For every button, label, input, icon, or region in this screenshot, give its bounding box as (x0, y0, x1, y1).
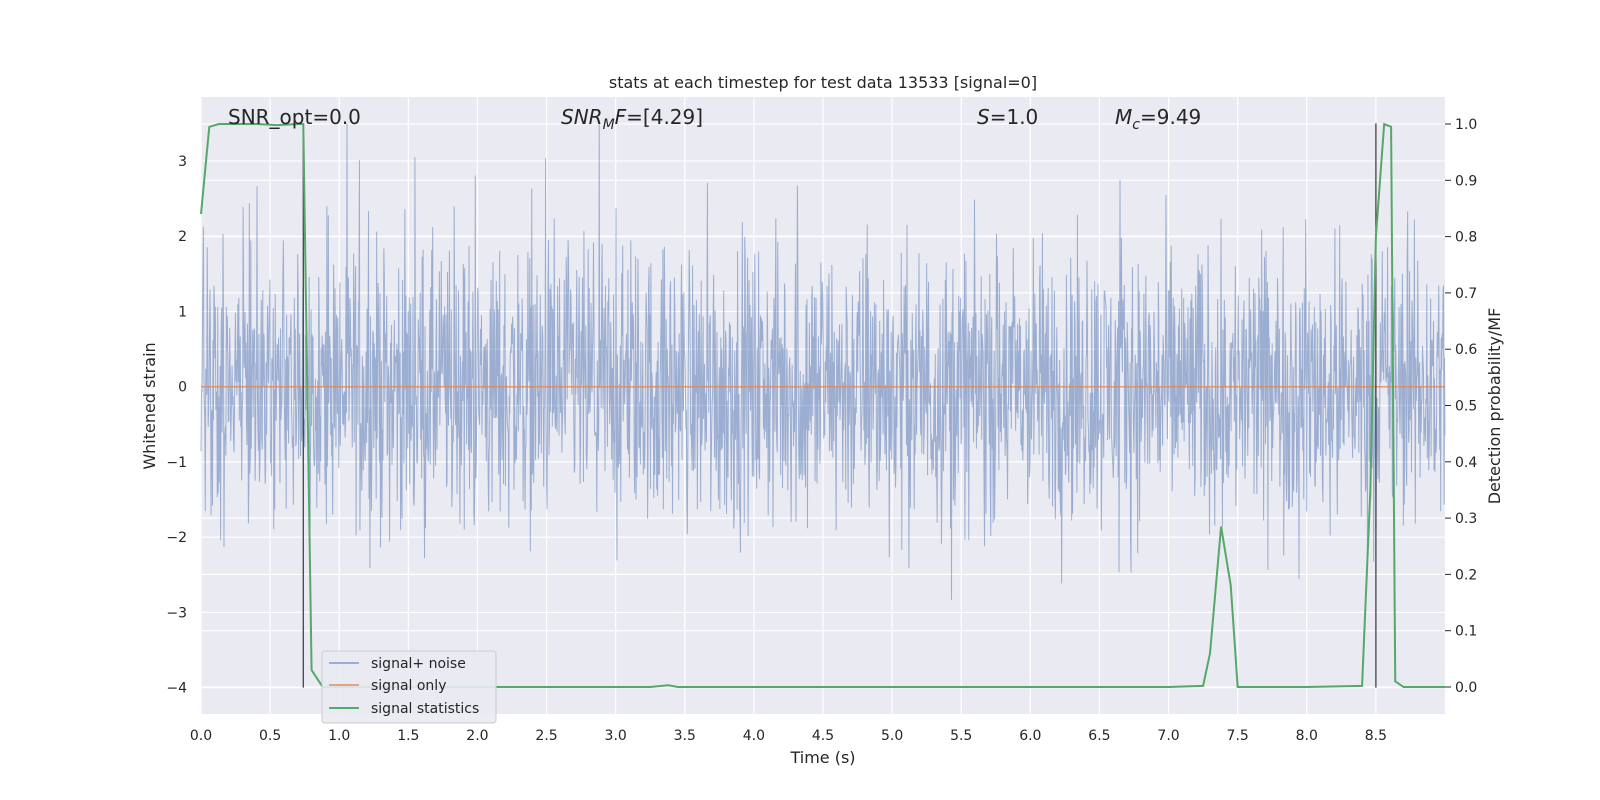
series-signal-noise (200, 123, 1446, 600)
x-tick-label-11: 5.5 (950, 728, 972, 744)
y-tick-label-right-7: 0.3 (1455, 511, 1477, 527)
x-tick-label-9: 4.5 (812, 728, 834, 744)
x-tick-label-8: 4.0 (743, 728, 765, 744)
chart-title: stats at each timestep for test data 135… (609, 73, 1037, 92)
y-tick-label-right-2: 0.8 (1455, 230, 1477, 246)
x-tick-label-5: 2.5 (535, 728, 557, 744)
y-tick-label-right-5: 0.5 (1455, 399, 1477, 415)
annotation-snr-opt: SNR_opt=0.0 (228, 105, 361, 129)
y-tick-labels-right: 1.0 0.9 0.8 0.7 0.6 0.5 0.4 0.3 0.2 0.1 0.0 (1445, 117, 1477, 696)
legend: signal+ noise signal only signal statist… (321, 650, 497, 724)
legend-box (321, 650, 497, 724)
y-tick-label-left-3: 0 (178, 380, 187, 396)
y-axis-label-right: Detection probability/MF (1485, 308, 1504, 505)
y-tick-label-right-0: 1.0 (1455, 117, 1477, 133)
annotation-snr-mf: SNRMF=[4.29] (561, 105, 703, 133)
y-tick-label-right-6: 0.4 (1455, 455, 1477, 471)
y-tick-label-left-1: 2 (178, 229, 187, 245)
x-tick-label-12: 6.0 (1019, 728, 1041, 744)
x-tick-label-10: 5.0 (881, 728, 903, 744)
y-tick-label-right-8: 0.2 (1455, 567, 1477, 583)
legend-label-signal-statistics: signal statistics (371, 701, 479, 717)
x-tick-labels: 0.0 0.5 1.0 1.5 2.0 2.5 3.0 3.5 4.0 4.5 5.0 5.5 6.0 6… (190, 728, 1387, 744)
y-tick-label-left-6: −3 (166, 605, 187, 621)
y-tick-label-left-4: −1 (166, 455, 187, 471)
x-tick-label-4: 2.0 (466, 728, 488, 744)
x-tick-label-2: 1.0 (328, 728, 350, 744)
x-tick-label-3: 1.5 (397, 728, 419, 744)
x-tick-label-1: 0.5 (259, 728, 281, 744)
x-tick-label-13: 6.5 (1088, 728, 1110, 744)
x-tick-label-16: 8.0 (1296, 728, 1318, 744)
annotation-mc: Mc=9.49 (1115, 105, 1201, 133)
y-tick-label-left-7: −4 (166, 681, 187, 697)
line-signal-statistics (200, 122, 1445, 688)
y-axis-label-left: Whitened strain (140, 342, 159, 469)
legend-label-signal-noise: signal+ noise (371, 656, 466, 672)
x-tick-label-17: 8.5 (1365, 728, 1387, 744)
series-layer (200, 122, 1445, 688)
y-tick-label-left-5: −2 (166, 530, 187, 546)
y-tick-label-right-4: 0.6 (1455, 342, 1477, 358)
y-tick-label-left-0: 3 (178, 154, 187, 170)
y-tick-label-right-3: 0.7 (1455, 286, 1477, 302)
y-tick-label-right-1: 0.9 (1455, 173, 1477, 189)
x-tick-label-7: 3.5 (674, 728, 696, 744)
line-signal-noise (200, 123, 1446, 600)
x-tick-label-14: 7.0 (1157, 728, 1179, 744)
x-tick-label-0: 0.0 (190, 728, 212, 744)
y-tick-labels-left: 3 2 1 0 −1 −2 −3 −4 (166, 154, 187, 697)
x-tick-label-6: 3.0 (605, 728, 627, 744)
y-tick-label-right-10: 0.0 (1455, 680, 1477, 696)
y-tick-label-right-9: 0.1 (1455, 624, 1477, 640)
x-axis-label: Time (s) (789, 748, 855, 767)
annotation-s: S=1.0 (977, 105, 1038, 129)
legend-label-signal-only: signal only (371, 678, 446, 694)
x-tick-label-15: 7.5 (1227, 728, 1249, 744)
y-tick-label-left-2: 1 (178, 304, 187, 320)
